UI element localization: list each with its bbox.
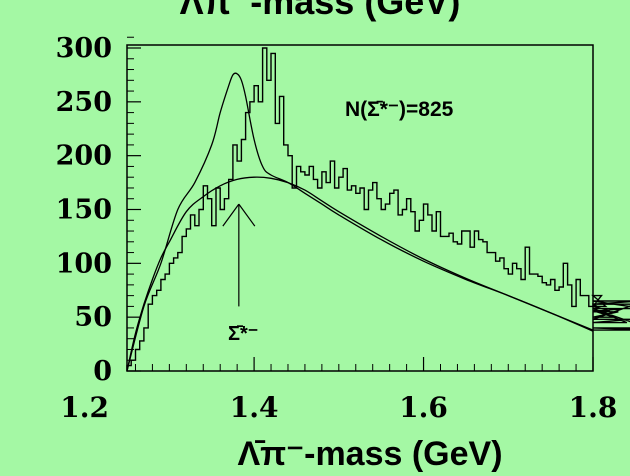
background-fit-curve <box>126 176 594 372</box>
y-tick-label: 200 <box>56 141 112 172</box>
arrow-head-left <box>222 203 240 227</box>
histogram-series <box>126 47 630 371</box>
y-tick-label: 300 <box>56 33 112 64</box>
total-fit-curve <box>126 72 594 372</box>
y-tick-label: 100 <box>56 248 112 279</box>
chart-title: Λ̄π⁻-mass (GeV) <box>180 0 461 22</box>
x-tick-label: 1.4 <box>230 391 279 424</box>
peak-label: Σ̄*⁻ <box>228 323 258 345</box>
plot-frame <box>126 44 594 372</box>
y-tick-label: 250 <box>56 87 112 118</box>
y-tick-label: 50 <box>74 302 112 333</box>
arrow-head-right <box>238 203 256 227</box>
count-annotation: N(Σ̄*⁻)=825 <box>345 98 454 121</box>
y-tick-label: 0 <box>93 356 112 387</box>
x-tick-label: 1.8 <box>569 391 618 424</box>
x-tick-label: 1.6 <box>399 391 448 424</box>
x-axis-label: Λ̄π⁻-mass (GeV) <box>237 435 502 473</box>
x-tick-label: 1.2 <box>60 391 109 424</box>
y-tick-label: 150 <box>56 195 112 226</box>
peak-arrow <box>222 203 256 307</box>
